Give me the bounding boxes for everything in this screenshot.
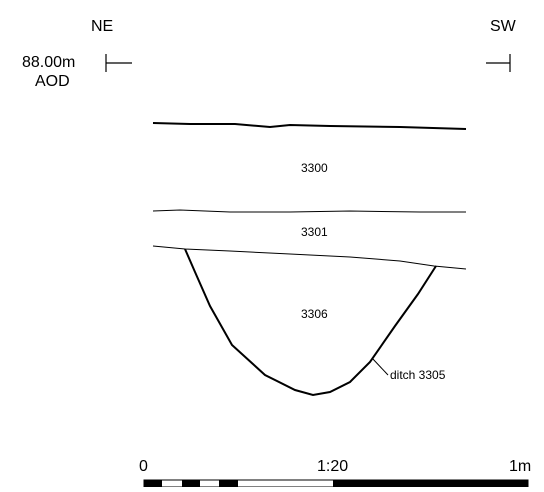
layer-boundary-3301-3306 — [152, 245, 467, 270]
orientation-sw-label: SW — [490, 18, 517, 35]
scale-bar: 0 1:20 1m — [139, 458, 531, 488]
layer-boundary-3300-3301 — [152, 209, 466, 213]
datum-unit-label: AOD — [35, 73, 70, 90]
scale-segment-4 — [333, 480, 528, 487]
ditch-label-leader — [371, 357, 389, 376]
context-label-3301: 3301 — [301, 225, 328, 239]
context-label-3306: 3306 — [301, 307, 328, 321]
datum-height-label: 88.00m — [22, 54, 75, 71]
ditch-label: ditch 3305 — [390, 368, 446, 382]
scale-ratio-label: 1:20 — [317, 458, 348, 475]
scale-end-label: 1m — [509, 458, 531, 475]
datum-marker-left — [105, 54, 132, 72]
scale-segment-3 — [219, 480, 238, 487]
scale-start-label: 0 — [139, 458, 148, 475]
scale-segment-2 — [182, 480, 200, 487]
context-label-3300: 3300 — [301, 161, 328, 175]
ditch-cut-outline — [184, 248, 437, 397]
ground-surface-line — [152, 122, 467, 130]
scale-segment-1 — [144, 480, 162, 487]
datum-marker-right — [486, 54, 511, 72]
orientation-ne-label: NE — [91, 18, 113, 35]
